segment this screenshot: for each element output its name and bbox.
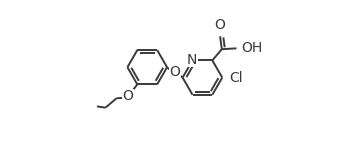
Text: Cl: Cl [229, 71, 243, 85]
Text: N: N [186, 52, 197, 67]
Text: OH: OH [241, 41, 262, 55]
Text: O: O [215, 18, 225, 33]
Text: O: O [122, 90, 133, 104]
Text: O: O [170, 65, 180, 79]
